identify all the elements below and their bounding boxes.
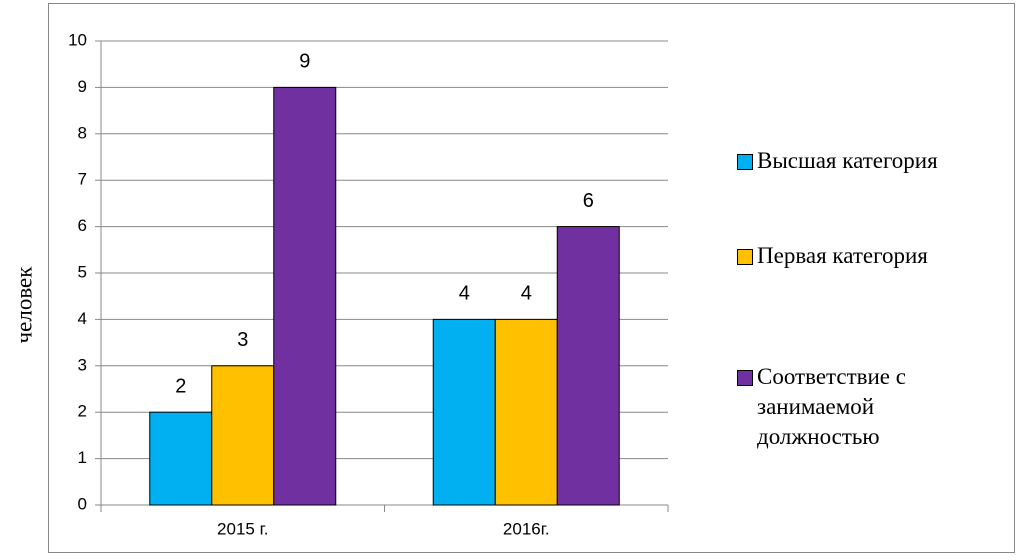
bar [432, 318, 496, 506]
legend-swatch [737, 249, 753, 265]
y-tick-label: 7 [78, 170, 87, 189]
y-tick-label: 5 [78, 262, 87, 281]
legend-label: Первая категория [757, 243, 928, 268]
y-tick-label: 4 [78, 309, 87, 328]
bar [273, 86, 337, 506]
y-tick-label: 0 [78, 494, 87, 513]
y-tick-label: 9 [78, 77, 87, 96]
data-label: 3 [237, 329, 248, 351]
legend-entry: Соответствие с занимаемой должностью [737, 362, 997, 452]
y-tick-label: 1 [78, 448, 87, 467]
data-label: 9 [299, 51, 310, 73]
data-label: 4 [521, 283, 532, 305]
legend-label: Высшая категория [757, 148, 938, 173]
legend-swatch [737, 154, 753, 170]
legend-entry: Первая категория [737, 241, 997, 271]
y-axis-label: человек [11, 266, 36, 344]
y-tick-label: 8 [78, 123, 87, 142]
legend-swatch [737, 370, 753, 386]
y-tick-label: 10 [68, 30, 87, 49]
bar [494, 318, 558, 506]
data-label: 2 [175, 375, 186, 397]
legend-label: Соответствие с занимаемой должностью [757, 364, 906, 449]
legend-entry: Высшая категория [737, 146, 997, 176]
x-tick-label: 2016г. [503, 519, 550, 538]
bar [556, 226, 620, 506]
y-tick-label: 6 [78, 216, 87, 235]
bar [149, 411, 213, 506]
data-label: 6 [583, 190, 594, 212]
chart-border [48, 3, 1015, 553]
y-tick-label: 2 [78, 402, 87, 421]
data-label: 4 [459, 283, 470, 305]
bar [211, 365, 275, 506]
x-tick-label: 2015 г. [217, 519, 268, 538]
y-tick-label: 3 [78, 355, 87, 374]
